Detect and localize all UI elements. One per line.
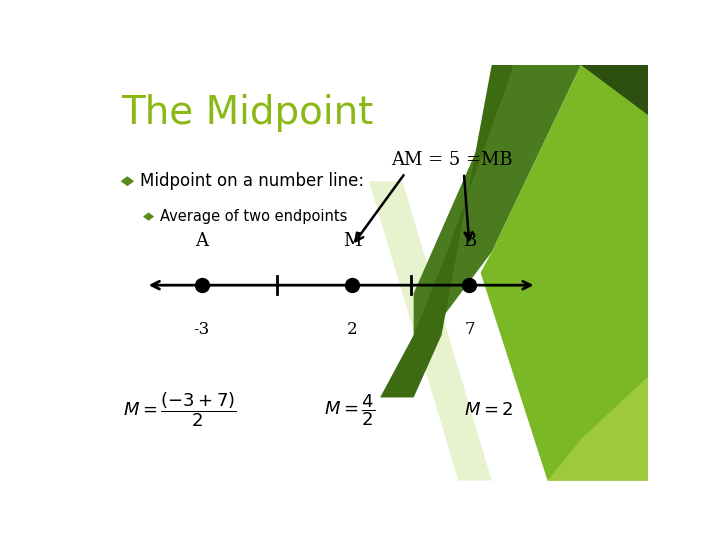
Polygon shape [413,65,581,356]
Text: Average of two endpoints: Average of two endpoints [160,209,347,224]
Polygon shape [547,377,648,481]
Text: The Midpoint: The Midpoint [121,94,373,132]
Text: AM = 5 =MB: AM = 5 =MB [392,151,513,170]
Polygon shape [581,65,648,114]
Polygon shape [121,176,134,186]
Polygon shape [369,181,492,481]
Text: $M = \dfrac{(-3+7)}{2}$: $M = \dfrac{(-3+7)}{2}$ [124,390,237,429]
Text: B: B [463,232,476,250]
Text: -3: -3 [194,321,210,338]
Polygon shape [143,212,154,221]
Text: A: A [195,232,208,250]
Text: 2: 2 [347,321,358,338]
Text: $M = \dfrac{4}{2}$: $M = \dfrac{4}{2}$ [324,392,375,428]
Text: $M = 2$: $M = 2$ [464,401,513,419]
Text: Midpoint on a number line:: Midpoint on a number line: [140,172,364,190]
Text: M: M [343,232,361,250]
Text: 7: 7 [464,321,474,338]
Polygon shape [481,65,648,481]
Polygon shape [380,65,536,397]
